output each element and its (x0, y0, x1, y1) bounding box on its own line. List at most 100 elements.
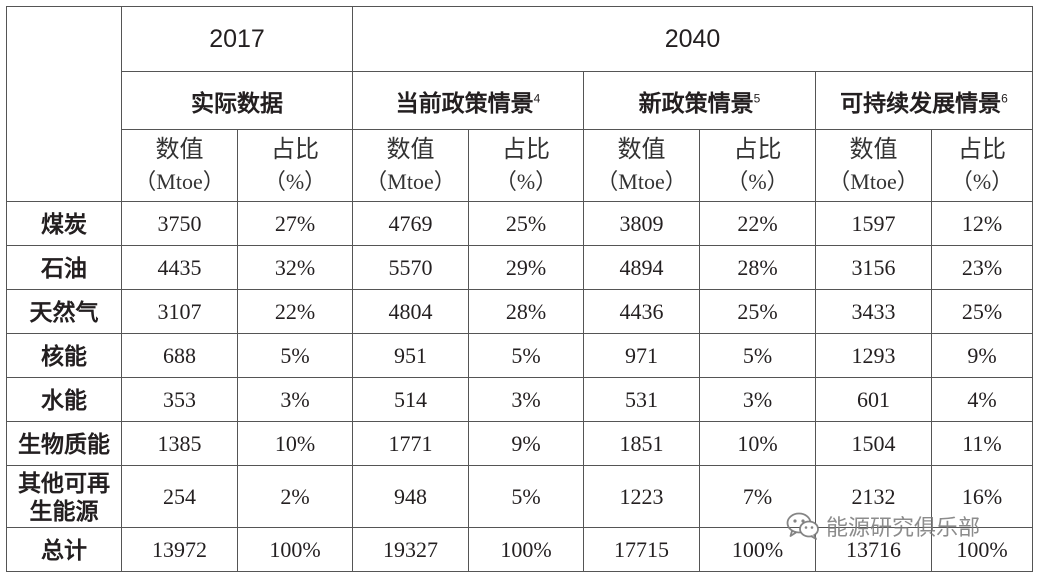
value-label: 数值 (155, 135, 204, 163)
share-label: 占比 (733, 135, 782, 163)
value-unit-header: 数值 （Mtoe） (121, 129, 238, 202)
share-cell: 100% (237, 527, 353, 572)
value-cell: 5570 (352, 245, 469, 290)
value-cell: 4436 (583, 289, 700, 334)
table-row-hydro: 水能 353 3% 514 3% 531 3% 601 4% (6, 377, 1033, 422)
value-cell: 1771 (352, 421, 469, 466)
value-cell: 3809 (583, 201, 700, 246)
row-label-line: 生能源 (29, 497, 99, 524)
share-cell: 28% (468, 289, 584, 334)
share-cell: 25% (468, 201, 584, 246)
scenario-header-row: 实际数据 当前政策情景4 新政策情景5 可持续发展情景6 (7, 71, 1033, 130)
scenario-header-sustainable-development: 可持续发展情景6 (815, 71, 1033, 130)
share-unit-header: 占比 （%） (699, 129, 816, 202)
value-cell: 13716 (815, 527, 932, 572)
value-cell: 2132 (815, 465, 932, 528)
row-label: 其他可再 生能源 (6, 465, 122, 528)
scenario-header-current-policies: 当前政策情景4 (352, 71, 584, 130)
table-row-bioenergy: 生物质能 1385 10% 1771 9% 1851 10% 1504 11% (6, 421, 1033, 466)
row-label: 天然气 (6, 289, 122, 334)
table-row-oil: 石油 4435 32% 5570 29% 4894 28% 3156 23% (6, 245, 1033, 290)
share-label: 占比 (502, 135, 550, 163)
scenario-label: 可持续发展情景 (840, 89, 1002, 116)
scenario-label: 新政策情景 (638, 89, 754, 116)
value-cell: 1223 (583, 465, 700, 528)
share-cell: 25% (699, 289, 816, 334)
value-unit: （Mtoe） (596, 168, 687, 194)
scenario-note: 6 (1001, 90, 1008, 105)
value-cell: 688 (121, 333, 238, 378)
corner-cell (6, 6, 122, 202)
value-cell: 948 (352, 465, 469, 528)
table-row-natural-gas: 天然气 3107 22% 4804 28% 4436 25% 3433 25% (6, 289, 1033, 334)
share-unit: （%） (263, 168, 327, 194)
row-label: 总计 (6, 527, 122, 572)
value-cell: 1597 (815, 201, 932, 246)
value-cell: 4435 (121, 245, 238, 290)
share-cell: 11% (931, 421, 1033, 466)
scenario-label: 当前政策情景 (395, 89, 534, 116)
share-cell: 10% (237, 421, 353, 466)
value-unit: （Mtoe） (828, 168, 919, 194)
share-cell: 29% (468, 245, 584, 290)
share-cell: 22% (237, 289, 353, 334)
value-cell: 1851 (583, 421, 700, 466)
share-cell: 5% (237, 333, 353, 378)
share-cell: 5% (468, 465, 584, 528)
scenario-header-actual: 实际数据 (121, 71, 353, 130)
share-cell: 23% (931, 245, 1033, 290)
value-cell: 1504 (815, 421, 932, 466)
value-cell: 4769 (352, 201, 469, 246)
row-label: 石油 (6, 245, 122, 290)
row-label: 煤炭 (6, 201, 122, 246)
value-cell: 971 (583, 333, 700, 378)
value-unit: （Mtoe） (365, 168, 456, 194)
share-cell: 3% (699, 377, 816, 422)
scenario-note: 5 (753, 90, 761, 105)
scenario-header-new-policies: 新政策情景5 (583, 71, 816, 130)
year-header: 2040 (352, 6, 1033, 72)
value-cell: 601 (815, 377, 932, 422)
share-cell: 22% (699, 201, 816, 246)
value-cell: 13972 (121, 527, 238, 572)
year-header: 2017 (121, 6, 353, 72)
value-cell: 3107 (121, 289, 238, 334)
share-cell: 100% (931, 527, 1033, 572)
row-label: 生物质能 (6, 421, 122, 466)
value-label: 数值 (386, 135, 435, 163)
share-cell: 100% (468, 527, 584, 572)
share-label: 占比 (271, 135, 319, 163)
row-label-line: 其他可再 (18, 469, 110, 496)
value-unit-header: 数值 （Mtoe） (583, 129, 700, 202)
share-cell: 5% (699, 333, 816, 378)
share-unit-header: 占比 （%） (468, 129, 584, 202)
share-cell: 16% (931, 465, 1033, 528)
value-cell: 254 (121, 465, 238, 528)
share-cell: 27% (237, 201, 353, 246)
share-cell: 12% (931, 201, 1033, 246)
share-unit-header: 占比 （%） (931, 129, 1033, 202)
share-unit-header: 占比 （%） (237, 129, 353, 202)
unit-header-row: 数值 （Mtoe） 占比 （%） 数值 （Mtoe） 占比 （%） 数值 （Mtoe） 占… (7, 129, 1033, 202)
share-cell: 7% (699, 465, 816, 528)
share-cell: 28% (699, 245, 816, 290)
value-unit-header: 数值 （Mtoe） (815, 129, 932, 202)
table-row-other-renewables: 其他可再 生能源 254 2% 948 5% 1223 7% 2132 16% (6, 465, 1033, 528)
value-cell: 951 (352, 333, 469, 378)
value-label: 数值 (849, 135, 898, 163)
share-cell: 10% (699, 421, 816, 466)
table-row-total: 总计 13972 100% 19327 100% 17715 100% 1371… (6, 527, 1033, 572)
value-cell: 531 (583, 377, 700, 422)
table-row-nuclear: 核能 688 5% 951 5% 971 5% 1293 9% (6, 333, 1033, 378)
share-unit: （%） (950, 168, 1014, 194)
value-cell: 19327 (352, 527, 469, 572)
share-cell: 9% (468, 421, 584, 466)
row-label: 水能 (6, 377, 122, 422)
table-row-coal: 煤炭 3750 27% 4769 25% 3809 22% 1597 12% (6, 201, 1033, 246)
share-unit: （%） (494, 168, 558, 194)
share-cell: 2% (237, 465, 353, 528)
share-cell: 3% (237, 377, 353, 422)
value-cell: 17715 (583, 527, 700, 572)
share-cell: 100% (699, 527, 816, 572)
value-cell: 3156 (815, 245, 932, 290)
